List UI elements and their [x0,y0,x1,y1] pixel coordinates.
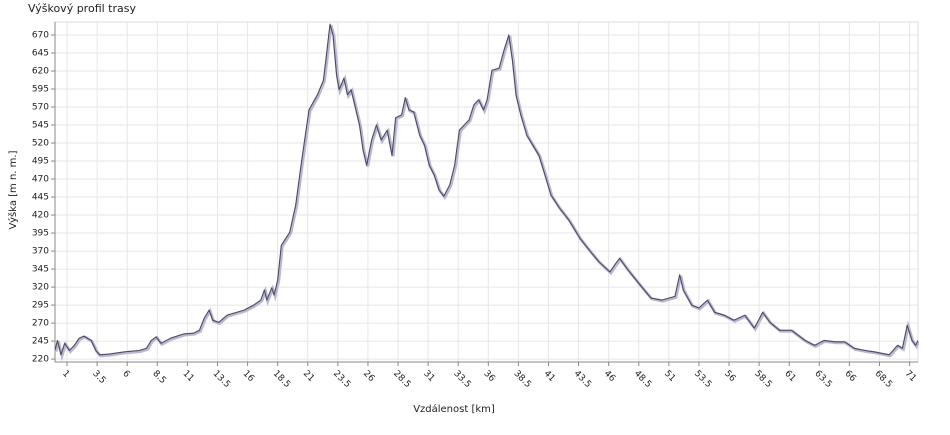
profile-line [55,23,918,356]
x-tick-label: 53.5 [692,369,713,390]
x-tick-label: 56 [722,369,737,384]
x-tick-label: 6 [120,369,131,380]
x-tick-label: 63.5 [812,369,833,390]
y-tick-label: 395 [32,229,49,239]
plot-area [54,21,919,363]
x-tick-label: 8.5 [150,369,167,386]
x-tick-label: 1 [60,369,71,380]
y-tick-label: 595 [32,84,49,94]
y-tick-label: 220 [32,355,49,365]
y-tick-label: 520 [32,139,49,149]
y-tick-label: 620 [32,66,49,76]
x-tick-label: 28.5 [391,369,412,390]
y-tick-label: 245 [32,337,49,347]
x-tick-label: 41 [542,369,557,384]
x-tick-label: 31 [421,369,436,384]
x-tick-label: 61 [782,369,797,384]
x-tick-label: 36 [481,369,496,384]
x-tick-label: 51 [662,369,677,384]
x-tick-label: 26 [361,369,376,384]
y-tick-label: 445 [32,193,49,203]
x-tick-label: 21 [301,369,316,384]
x-tick-label: 13.5 [211,369,232,390]
x-tick-label: 66 [843,369,858,384]
y-tick-label: 545 [32,121,49,131]
x-tick-label: 43.5 [572,369,593,390]
x-tick-label: 33.5 [451,369,472,390]
y-tick-label: 670 [32,30,49,40]
x-tick-label: 16 [241,369,256,384]
x-tick-label: 68.5 [873,369,894,390]
x-tick-label: 46 [602,369,617,384]
x-tick-label: 38.5 [512,369,533,390]
y-tick-label: 470 [32,175,49,185]
x-tick-label: 23.5 [331,369,352,390]
y-tick-label: 645 [32,48,49,58]
x-tick-label: 71 [903,369,918,384]
x-tick-label: 58.5 [752,369,773,390]
chart-title: Výškový profil trasy [28,2,136,15]
x-tick-label: 48.5 [632,369,653,390]
x-tick-label: 3.5 [90,369,107,386]
y-tick-label: 420 [32,211,49,221]
y-tick-label: 295 [32,301,49,311]
y-tick-label: 495 [32,157,49,167]
y-tick-label: 320 [32,283,49,293]
x-axis-title: Vzdálenost [km] [413,403,495,415]
profile-shadow [56,24,919,362]
y-tick-label: 570 [32,103,49,113]
y-tick-label: 270 [32,319,49,329]
x-tick-label: 18.5 [271,369,292,390]
y-tick-label: 370 [32,247,49,257]
x-tick-label: 11 [181,369,196,384]
y-tick-label: 345 [32,265,49,275]
y-axis-title: Výška [m n. m.] [7,150,19,229]
